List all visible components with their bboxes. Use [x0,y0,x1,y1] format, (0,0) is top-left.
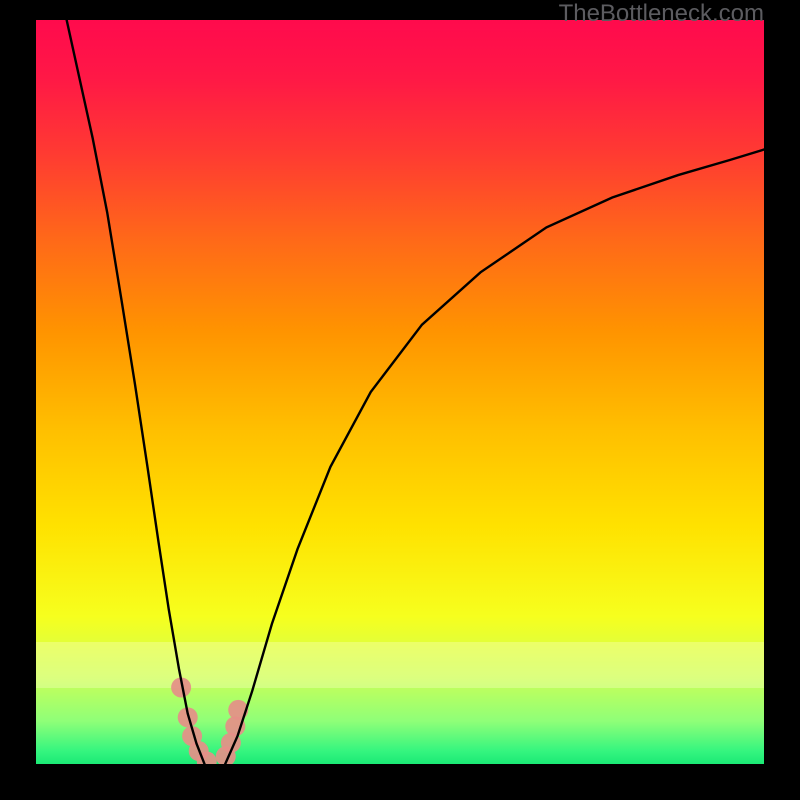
watermark-text: TheBottleneck.com [559,0,764,28]
chart-stage: TheBottleneck.com [0,0,800,800]
plot-border [34,18,766,766]
